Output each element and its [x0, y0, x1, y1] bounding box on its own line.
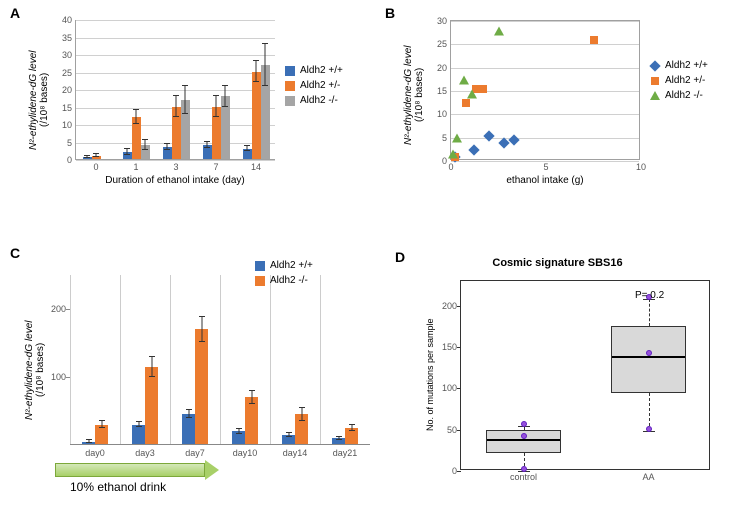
- legend-text: Aldh2 +/+: [270, 260, 313, 271]
- ylabel-unit: (/10⁸ bases): [39, 73, 50, 127]
- legend-text: Aldh2 -/-: [665, 90, 703, 101]
- panel-a: A N²-ethylidene-dG level (/10⁸ bases) 05…: [10, 5, 370, 195]
- legend-row: Aldh2 +/-: [285, 80, 343, 91]
- panel-d-plot: 050100150200controlAA: [460, 280, 710, 470]
- panel-c-label: C: [10, 245, 20, 261]
- ylabel-text: N²-ethylidene-dG level: [403, 45, 414, 145]
- arrow-head: [205, 460, 219, 480]
- panel-b: B N²-ethylidene-dG level (/10⁸ bases) 05…: [385, 5, 740, 195]
- panel-c-legend: Aldh2 +/+ Aldh2 -/-: [255, 260, 313, 290]
- legend-row: Aldh2 -/-: [255, 275, 313, 286]
- legend-text: Aldh2 +/+: [665, 60, 708, 71]
- panel-a-legend: Aldh2 +/+ Aldh2 +/- Aldh2 -/-: [285, 65, 343, 110]
- panel-d-title: Cosmic signature SBS16: [395, 257, 720, 269]
- panel-c-ylabel: N²-ethylidene-dG level (/10⁸ bases): [24, 295, 46, 445]
- legend-row: Aldh2 -/-: [650, 90, 708, 101]
- ethanol-arrow: [55, 460, 219, 480]
- arrow-body: [55, 463, 205, 477]
- legend-text: Aldh2 +/-: [665, 75, 705, 86]
- legend-row: Aldh2 +/-: [650, 75, 708, 86]
- marker-triangle: [650, 91, 660, 101]
- arrow-label: 10% ethanol drink: [70, 480, 166, 494]
- swatch-gray: [285, 96, 295, 106]
- ylabel-text: N²-ethylidene-dG level: [24, 320, 35, 420]
- panel-b-legend: Aldh2 +/+ Aldh2 +/- Aldh2 -/-: [650, 60, 708, 105]
- marker-diamond: [650, 61, 660, 71]
- legend-row: Aldh2 +/+: [255, 260, 313, 271]
- panel-a-label: A: [10, 5, 20, 21]
- marker-square: [650, 76, 660, 86]
- panel-d-ylabel: No. of mutations per sample: [425, 295, 435, 455]
- swatch-blue: [285, 66, 295, 76]
- panel-b-plot: 0510152025300510: [450, 20, 640, 160]
- pvalue-text: P= 0.2: [635, 290, 664, 301]
- panel-c: C N²-ethylidene-dG level (/10⁸ bases) 10…: [10, 245, 380, 505]
- legend-row: Aldh2 +/+: [285, 65, 343, 76]
- panel-a-ylabel: N²-ethylidene-dG level (/10⁸ bases): [28, 35, 50, 165]
- legend-text: Aldh2 -/-: [270, 275, 308, 286]
- panel-a-plot: 0510152025303540013714: [75, 20, 275, 160]
- legend-row: Aldh2 -/-: [285, 95, 343, 106]
- panel-b-xlabel: ethanol intake (g): [450, 175, 640, 186]
- ylabel-unit: (/10⁸ bases): [35, 343, 46, 397]
- swatch-orange: [255, 276, 265, 286]
- panel-a-xlabel: Duration of ethanol intake (day): [75, 175, 275, 186]
- ylabel-text: N²-ethylidene-dG level: [28, 50, 39, 150]
- panel-b-ylabel: N²-ethylidene-dG level (/10⁸ bases): [403, 30, 425, 160]
- legend-text: Aldh2 -/-: [300, 95, 338, 106]
- legend-text: Aldh2 +/-: [300, 80, 340, 91]
- panel-b-label: B: [385, 5, 395, 21]
- ylabel-unit: (/10⁸ bases): [414, 68, 425, 122]
- panel-c-plot: 100200day0day3day7day10day14day21: [70, 275, 370, 445]
- swatch-orange: [285, 81, 295, 91]
- legend-text: Aldh2 +/+: [300, 65, 343, 76]
- legend-row: Aldh2 +/+: [650, 60, 708, 71]
- swatch-blue: [255, 261, 265, 271]
- panel-d: D Cosmic signature SBS16 No. of mutation…: [395, 245, 740, 505]
